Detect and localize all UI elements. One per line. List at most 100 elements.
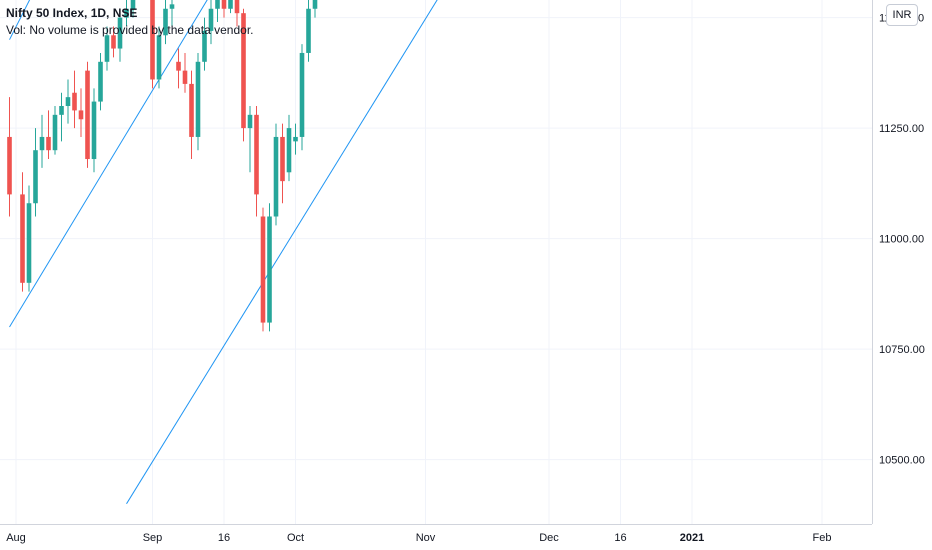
candle-down (150, 0, 155, 89)
candle-body (312, 0, 318, 9)
candle-body (202, 30, 207, 62)
candle-body (72, 92, 77, 111)
price-axis[interactable]: 10500.0010750.0011000.0011250.0011500.00… (872, 0, 932, 524)
candle-body (280, 136, 285, 182)
candle-down (78, 88, 84, 137)
candle-up (39, 114, 45, 168)
candle-up (169, 0, 175, 27)
time-tick-label: Oct (287, 532, 304, 544)
candle-body (234, 0, 240, 14)
time-tick-label: 16 (614, 532, 626, 544)
candle-up (33, 128, 38, 217)
candle-body (254, 114, 259, 195)
candle-up (26, 185, 32, 292)
time-tick-label: 16 (218, 532, 230, 544)
price-tick-label: 11250.00 (879, 123, 924, 135)
candle-body (306, 8, 311, 53)
candle-body (33, 150, 38, 204)
candle-up (215, 0, 220, 23)
candle-down (7, 97, 12, 217)
time-tick-label: Nov (416, 532, 436, 544)
candle-down (20, 172, 25, 292)
candle-body (241, 13, 246, 129)
candle-up (195, 52, 201, 151)
volume-note: Vol: No volume is provided by the data v… (6, 23, 254, 37)
candle-body (299, 52, 305, 137)
candle-down (254, 106, 259, 217)
trendlines[interactable] (9, 0, 836, 505)
price-tick-label: 11000.00 (879, 234, 924, 246)
candle-up (59, 92, 64, 142)
candle-up (228, 0, 233, 14)
candle-body (260, 216, 266, 323)
candle-body (267, 216, 272, 323)
candle-body (195, 61, 201, 137)
time-tick-label: Aug (6, 532, 26, 544)
candle-up (312, 0, 318, 18)
candle-body (91, 101, 97, 160)
candle-up (286, 114, 292, 182)
candle-down (111, 26, 116, 58)
candle-down (241, 8, 246, 142)
channel-trendline (126, 0, 438, 505)
candle-up (293, 123, 298, 155)
candle-down (182, 52, 188, 93)
grid (0, 0, 872, 524)
candle-down (280, 123, 285, 204)
candle-up (124, 0, 129, 27)
candle-body (46, 136, 51, 151)
candle-body (78, 110, 84, 120)
candle-up (91, 88, 97, 173)
time-tick-label: Dec (539, 532, 559, 544)
candle-up (202, 17, 207, 71)
candle-up (299, 44, 305, 151)
candle-up (273, 123, 279, 226)
candle-body (215, 0, 220, 9)
candle-body (85, 70, 90, 160)
candle-up (208, 0, 214, 45)
candle-up (52, 106, 58, 155)
candle-body (130, 0, 136, 9)
candle-up (104, 26, 110, 71)
candle-body (65, 97, 71, 106)
chart-title: Nifty 50 Index, 1D, NSE (6, 6, 138, 20)
candle-body (182, 70, 188, 84)
candle-up (156, 26, 162, 89)
candle-down (234, 0, 240, 27)
candle-body (163, 8, 168, 36)
candle-body (117, 17, 123, 49)
candle-down (260, 207, 266, 332)
time-tick-label: Sep (143, 532, 163, 544)
currency-button[interactable]: INR (886, 4, 918, 26)
candle-body (293, 136, 298, 142)
candle-body (189, 83, 194, 137)
candle-body (124, 8, 129, 18)
candle-body (286, 128, 292, 173)
candle-body (20, 194, 25, 283)
candle-body (221, 0, 227, 9)
candle-up (306, 0, 311, 62)
candle-down (72, 70, 77, 129)
candle-body (228, 0, 233, 9)
candle-body (208, 8, 214, 31)
price-tick-label: 10500.00 (879, 455, 925, 467)
candle-up (163, 0, 168, 45)
candle-body (26, 203, 32, 283)
price-tick-label: 10750.00 (879, 344, 925, 356)
candle-down (189, 70, 194, 160)
candle-body (247, 114, 253, 129)
time-axis[interactable]: Aug Sep 16 Oct Nov Dec 16 2021 Feb (0, 524, 872, 545)
candle-up (98, 52, 103, 111)
candle-body (169, 4, 175, 9)
candle-body (52, 114, 58, 151)
candles (7, 0, 318, 332)
candle-up (130, 0, 136, 18)
candle-up (267, 203, 272, 332)
candle-body (111, 35, 116, 49)
candle-up (247, 106, 253, 173)
candle-body (7, 136, 12, 195)
candle-body (156, 35, 162, 80)
candle-down (176, 48, 181, 89)
candle-up (117, 8, 123, 62)
